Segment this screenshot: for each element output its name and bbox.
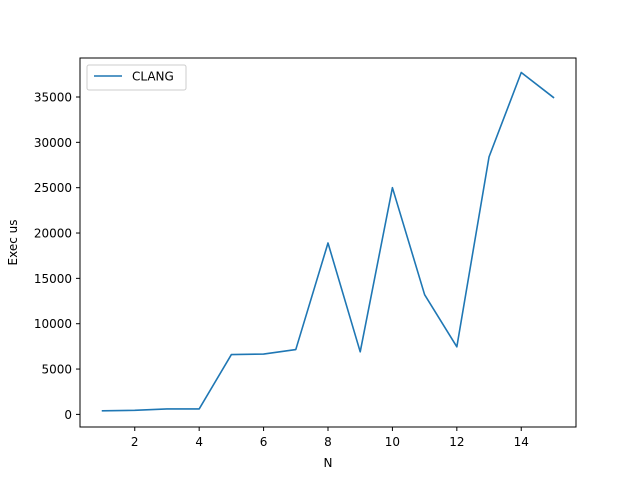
legend-label-clang: CLANG [132, 70, 174, 84]
data-point [295, 349, 297, 351]
y-tick-label: 30000 [34, 136, 72, 150]
x-axis-ticks: 2 4 6 8 10 12 14 [131, 427, 529, 449]
data-point [456, 346, 458, 348]
x-tick-label: 4 [195, 435, 203, 449]
x-tick-label: 10 [385, 435, 400, 449]
data-point [488, 156, 490, 158]
legend: CLANG [86, 64, 187, 91]
data-point [198, 408, 200, 410]
data-point [359, 351, 361, 353]
y-tick-label: 35000 [34, 90, 72, 104]
x-tick-label: 2 [131, 435, 139, 449]
data-point [327, 242, 329, 244]
x-tick-label: 8 [324, 435, 332, 449]
y-tick-label: 5000 [41, 363, 72, 377]
x-axis-label: N [324, 456, 333, 470]
x-tick-label: 14 [514, 435, 529, 449]
y-tick-label: 15000 [34, 272, 72, 286]
y-axis-label: Exec us [6, 220, 20, 266]
y-axis-ticks: 0 5000 10000 15000 20000 25000 30000 35000 [34, 90, 80, 422]
series-line-clang [101, 71, 555, 412]
data-point [231, 354, 233, 356]
data-point [263, 353, 265, 355]
axes-frame [79, 57, 577, 428]
x-tick-label: 6 [260, 435, 268, 449]
y-tick-label: 20000 [34, 227, 72, 241]
plot-area [101, 71, 555, 412]
data-point [520, 72, 522, 74]
data-point [134, 410, 136, 412]
data-point [424, 294, 426, 296]
data-point [102, 410, 104, 412]
y-tick-label: 10000 [34, 317, 72, 331]
data-point [553, 97, 555, 99]
y-tick-label: 0 [64, 408, 72, 422]
data-point [392, 187, 394, 189]
legend-box [86, 64, 187, 91]
x-tick-label: 12 [449, 435, 464, 449]
y-tick-label: 25000 [34, 181, 72, 195]
data-point [166, 408, 168, 410]
